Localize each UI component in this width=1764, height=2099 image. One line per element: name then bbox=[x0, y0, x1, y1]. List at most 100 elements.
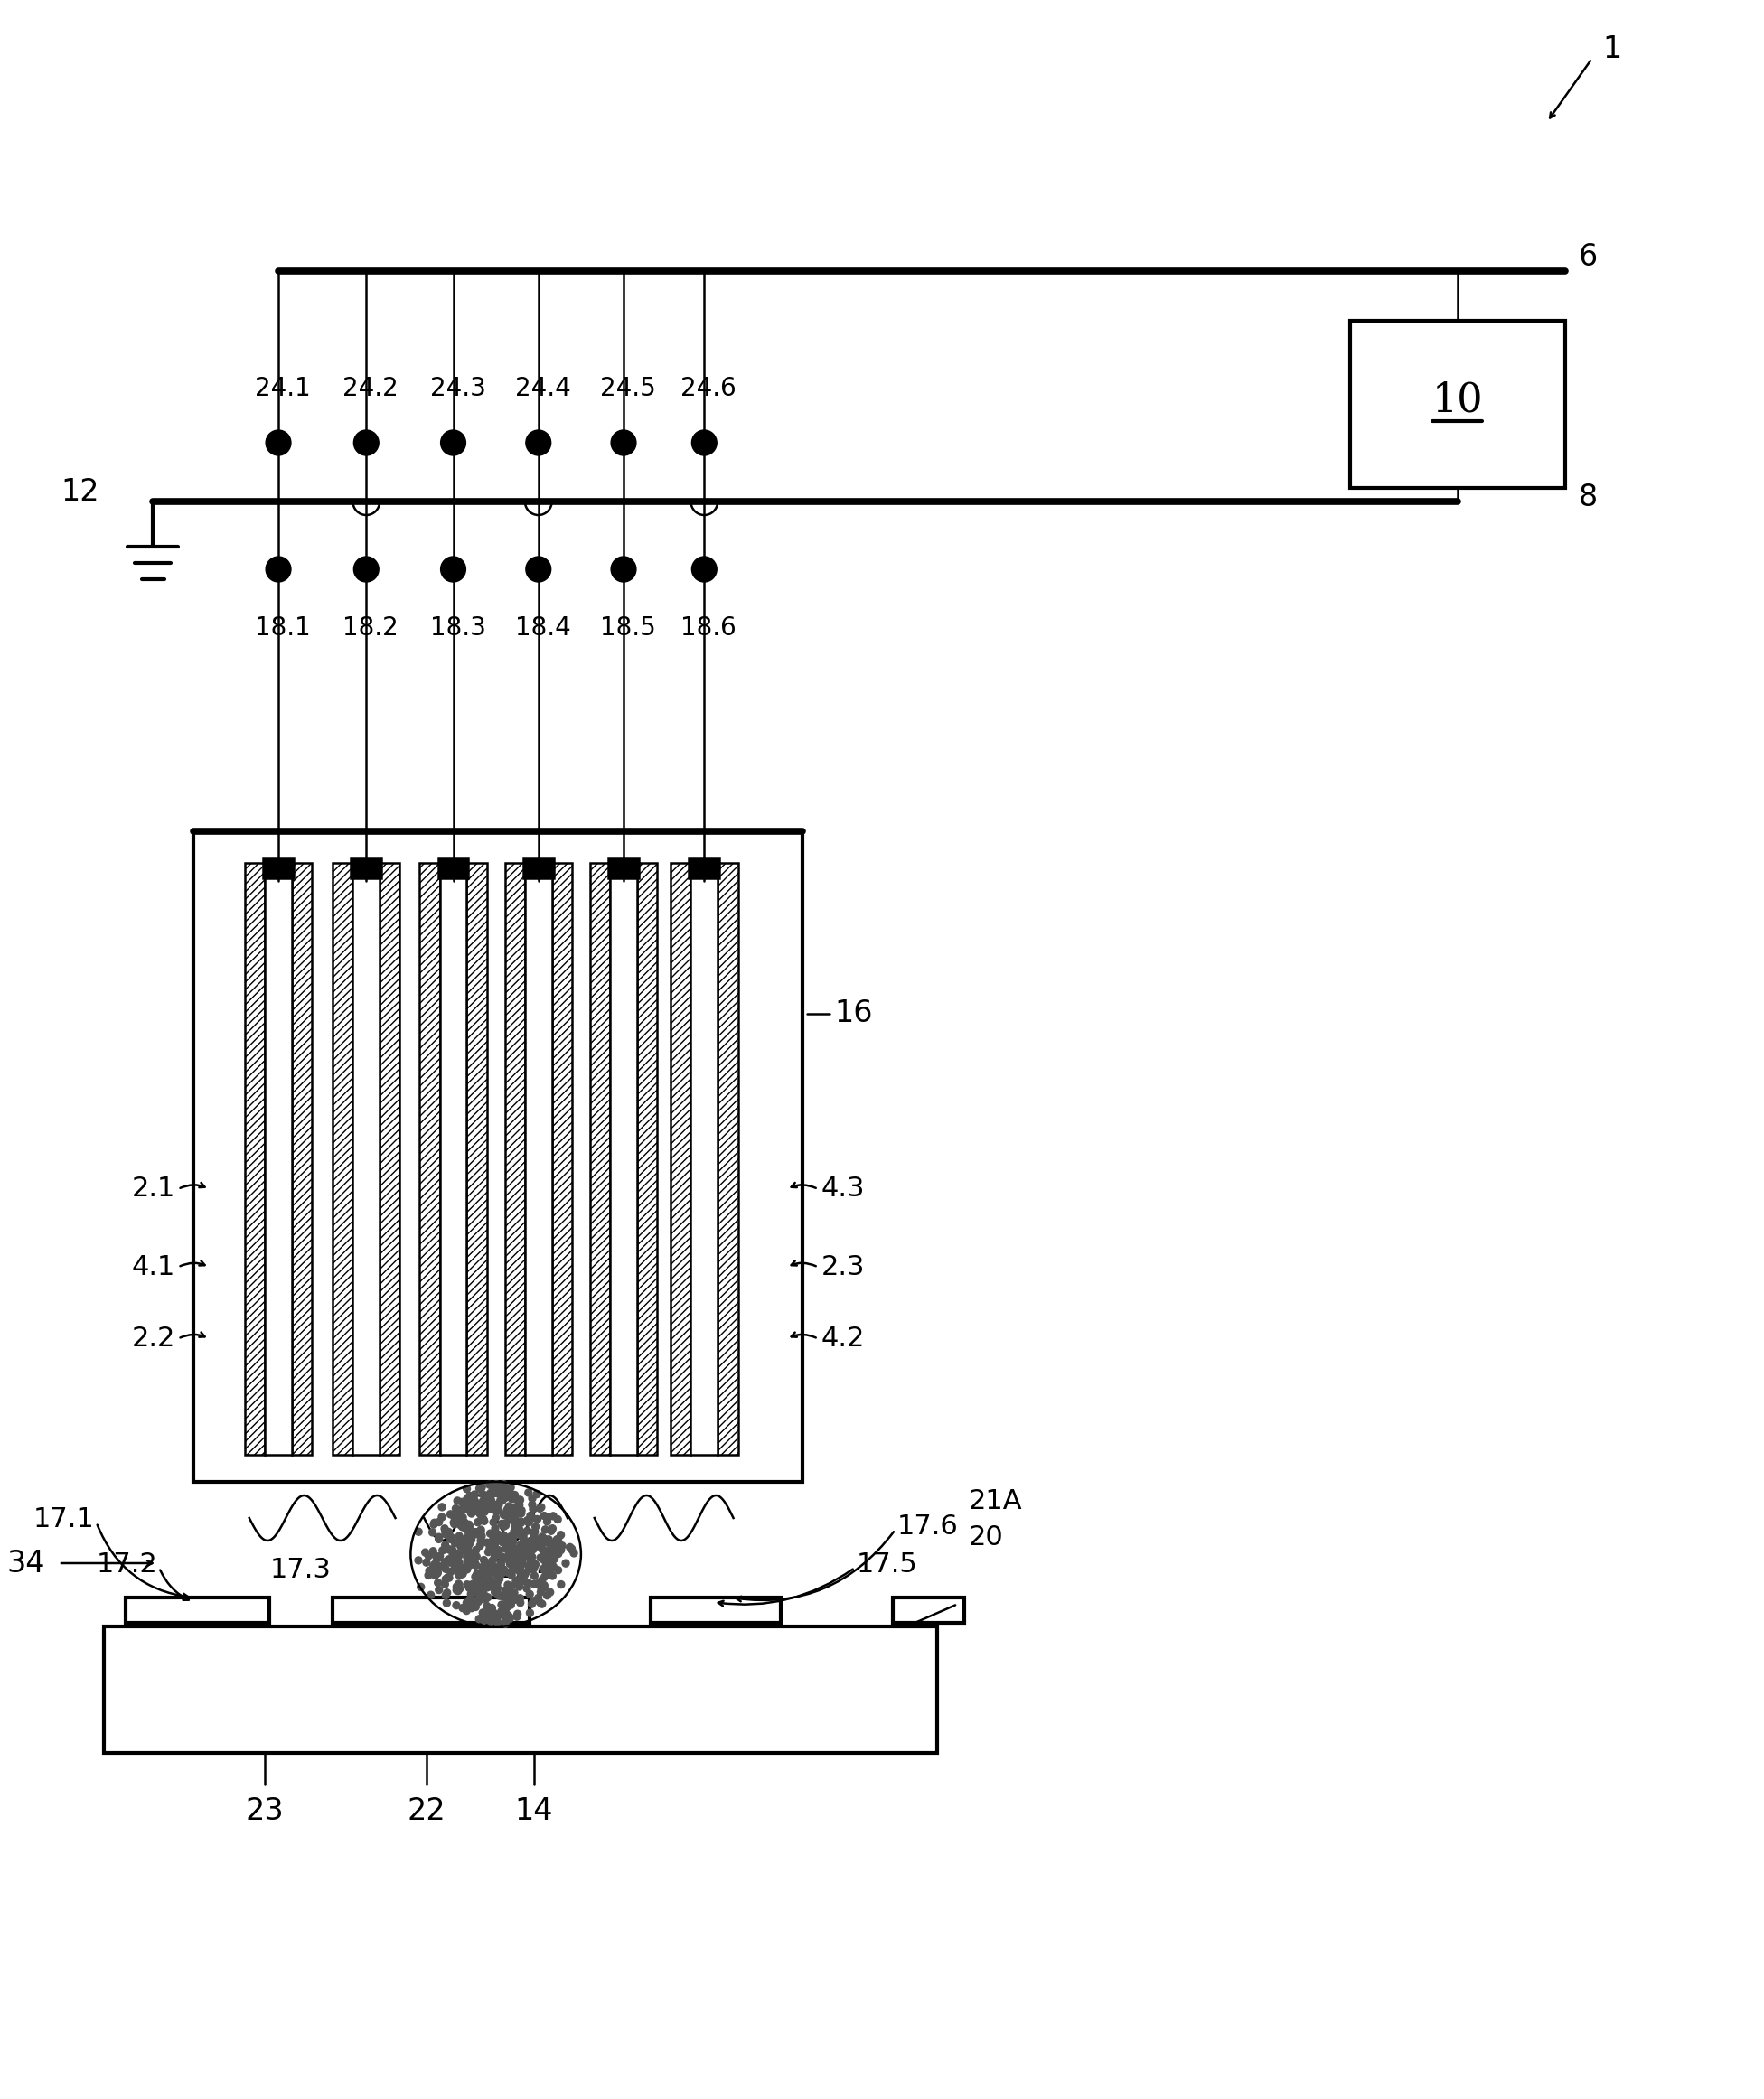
Circle shape bbox=[487, 1618, 494, 1625]
Circle shape bbox=[494, 1547, 501, 1553]
Circle shape bbox=[536, 1543, 543, 1549]
Circle shape bbox=[526, 1543, 533, 1551]
Circle shape bbox=[487, 1497, 496, 1505]
Circle shape bbox=[446, 1568, 455, 1576]
Circle shape bbox=[460, 1543, 467, 1551]
Circle shape bbox=[430, 1564, 437, 1570]
Circle shape bbox=[460, 1539, 467, 1547]
Circle shape bbox=[496, 1507, 503, 1513]
Circle shape bbox=[464, 1497, 471, 1503]
Circle shape bbox=[471, 1560, 478, 1568]
Circle shape bbox=[266, 556, 291, 581]
Circle shape bbox=[443, 1576, 450, 1583]
Circle shape bbox=[436, 1587, 443, 1593]
Circle shape bbox=[531, 1562, 538, 1568]
Circle shape bbox=[478, 1572, 485, 1581]
Circle shape bbox=[522, 1541, 529, 1549]
Bar bbox=[589, 863, 610, 1455]
Circle shape bbox=[538, 1545, 547, 1553]
Circle shape bbox=[469, 1587, 476, 1593]
Circle shape bbox=[529, 1545, 536, 1553]
Circle shape bbox=[547, 1526, 556, 1532]
Circle shape bbox=[496, 1576, 503, 1583]
Circle shape bbox=[480, 1557, 487, 1564]
Circle shape bbox=[443, 1589, 450, 1597]
Circle shape bbox=[459, 1515, 466, 1524]
Circle shape bbox=[512, 1503, 519, 1511]
Circle shape bbox=[487, 1490, 494, 1497]
Circle shape bbox=[499, 1536, 506, 1545]
Circle shape bbox=[520, 1532, 527, 1539]
Circle shape bbox=[531, 1581, 538, 1587]
Circle shape bbox=[496, 1484, 503, 1492]
Circle shape bbox=[520, 1572, 527, 1578]
Circle shape bbox=[494, 1618, 501, 1627]
Circle shape bbox=[517, 1557, 524, 1566]
Text: 17.6: 17.6 bbox=[898, 1513, 958, 1541]
Circle shape bbox=[494, 1614, 501, 1623]
Circle shape bbox=[467, 1505, 476, 1511]
Circle shape bbox=[490, 1616, 497, 1625]
Circle shape bbox=[355, 556, 379, 581]
Circle shape bbox=[455, 1581, 462, 1587]
Circle shape bbox=[490, 1608, 497, 1616]
Circle shape bbox=[515, 1583, 522, 1591]
Circle shape bbox=[496, 1501, 503, 1509]
Circle shape bbox=[459, 1539, 466, 1545]
Circle shape bbox=[487, 1482, 494, 1488]
Circle shape bbox=[467, 1585, 475, 1591]
Circle shape bbox=[501, 1545, 508, 1551]
Circle shape bbox=[464, 1581, 471, 1589]
Circle shape bbox=[483, 1566, 490, 1572]
Circle shape bbox=[501, 1566, 508, 1574]
Circle shape bbox=[476, 1616, 483, 1623]
Circle shape bbox=[529, 1494, 536, 1503]
Circle shape bbox=[467, 1534, 475, 1541]
Circle shape bbox=[473, 1530, 480, 1539]
Circle shape bbox=[543, 1591, 550, 1599]
Circle shape bbox=[531, 1541, 538, 1547]
Circle shape bbox=[450, 1551, 457, 1557]
Circle shape bbox=[506, 1515, 513, 1522]
Circle shape bbox=[542, 1536, 549, 1543]
Circle shape bbox=[480, 1518, 489, 1524]
Circle shape bbox=[499, 1593, 506, 1599]
Circle shape bbox=[515, 1501, 522, 1509]
Circle shape bbox=[445, 1555, 452, 1564]
Circle shape bbox=[471, 1597, 478, 1604]
Circle shape bbox=[430, 1568, 439, 1576]
Text: 14: 14 bbox=[515, 1797, 554, 1826]
Circle shape bbox=[455, 1520, 462, 1526]
Text: 22: 22 bbox=[407, 1797, 446, 1826]
Circle shape bbox=[453, 1568, 460, 1574]
Bar bbox=[265, 863, 291, 1455]
Circle shape bbox=[503, 1595, 512, 1602]
Circle shape bbox=[550, 1513, 557, 1520]
Circle shape bbox=[501, 1492, 508, 1501]
Circle shape bbox=[563, 1560, 570, 1568]
Bar bbox=[690, 858, 720, 877]
Circle shape bbox=[482, 1560, 489, 1566]
Circle shape bbox=[506, 1614, 513, 1620]
Circle shape bbox=[437, 1503, 446, 1511]
Circle shape bbox=[570, 1549, 577, 1557]
Circle shape bbox=[527, 1515, 534, 1522]
Circle shape bbox=[538, 1589, 545, 1595]
Circle shape bbox=[538, 1503, 545, 1511]
Circle shape bbox=[536, 1505, 543, 1511]
Circle shape bbox=[469, 1549, 476, 1557]
Circle shape bbox=[467, 1604, 475, 1612]
Circle shape bbox=[487, 1581, 494, 1587]
Circle shape bbox=[489, 1505, 496, 1511]
Text: 6: 6 bbox=[1579, 243, 1598, 273]
Circle shape bbox=[423, 1560, 430, 1566]
Circle shape bbox=[517, 1518, 524, 1526]
Circle shape bbox=[529, 1560, 536, 1568]
Circle shape bbox=[430, 1520, 437, 1526]
Text: 16: 16 bbox=[834, 999, 873, 1029]
Circle shape bbox=[494, 1570, 501, 1578]
Bar bbox=[609, 858, 639, 877]
Text: 24.4: 24.4 bbox=[515, 376, 572, 401]
Circle shape bbox=[466, 1534, 473, 1541]
Circle shape bbox=[545, 1560, 552, 1568]
